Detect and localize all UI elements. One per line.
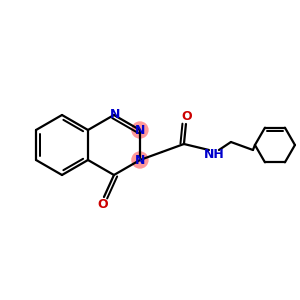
Text: N: N: [110, 107, 120, 121]
Text: NH: NH: [204, 148, 224, 160]
Circle shape: [132, 122, 148, 138]
Text: O: O: [98, 197, 108, 211]
Text: N: N: [135, 124, 145, 136]
Text: N: N: [135, 154, 145, 166]
Circle shape: [132, 152, 148, 168]
Text: O: O: [182, 110, 192, 124]
